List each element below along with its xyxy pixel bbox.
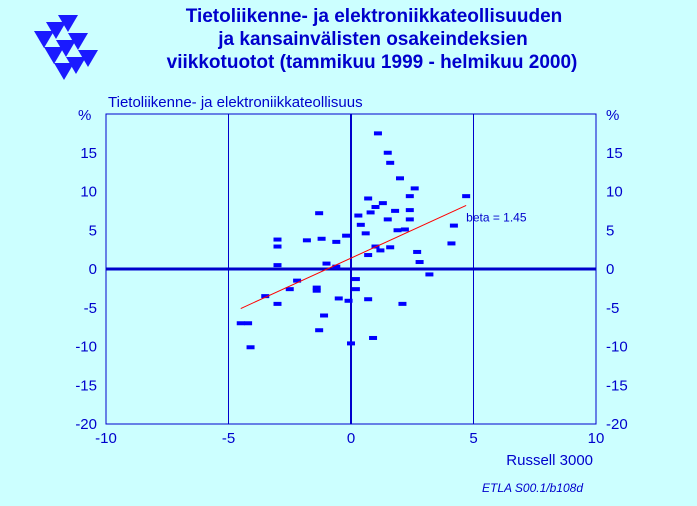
data-point [293, 278, 302, 283]
data-point [391, 208, 400, 213]
data-point [351, 287, 360, 292]
data-point [398, 301, 407, 306]
data-point [273, 263, 282, 268]
data-point [383, 150, 392, 155]
data-point [347, 341, 355, 346]
data-point [342, 233, 351, 238]
x-tick-label: -10 [95, 430, 117, 447]
data-point [462, 194, 471, 199]
data-point [425, 272, 434, 277]
y-tick-labels-left: 15 10 5 0 -5 -10 -15 -20 [75, 145, 97, 433]
y-tick-label: 5 [606, 222, 614, 239]
data-point [273, 244, 282, 249]
data-point [317, 236, 326, 241]
x-tick-label: 5 [469, 430, 477, 447]
data-point [413, 249, 422, 254]
x-tick-label: 10 [588, 430, 605, 447]
data-point [236, 321, 245, 326]
regression-line [240, 204, 467, 309]
data-point [366, 210, 375, 215]
data-point [285, 287, 294, 292]
y-axis-title: Tietoliikenne- ja elektroniikkateollisuu… [108, 94, 363, 111]
data-point [447, 241, 456, 246]
data-point [320, 313, 329, 318]
x-tick-label: 0 [347, 430, 355, 447]
data-point [383, 217, 392, 222]
data-point [332, 239, 341, 244]
data-point [410, 186, 419, 191]
data-point [405, 194, 414, 199]
y-tick-label: 10 [80, 184, 97, 201]
data-point [386, 245, 395, 250]
source-note: ETLA S00.1/b108d [482, 481, 583, 495]
y-tick-label: -15 [75, 377, 97, 394]
data-point [351, 277, 360, 282]
y-unit-right: % [606, 107, 619, 124]
gridlines [105, 114, 597, 424]
data-point [373, 131, 382, 136]
data-point [246, 345, 255, 350]
data-point [371, 205, 380, 209]
chart-title-line-2: ja kansainvälisten osakeindeksien [217, 29, 527, 50]
y-tick-label: 0 [89, 261, 97, 278]
logo [34, 15, 98, 80]
data-point [273, 237, 282, 242]
y-tick-labels-right: 15 10 5 0 -5 -10 -15 -20 [606, 145, 628, 433]
y-tick-label: 15 [606, 145, 623, 162]
data-point [261, 294, 270, 299]
data-point [364, 297, 373, 302]
data-point [378, 201, 387, 206]
data-point [449, 223, 458, 228]
data-point [354, 213, 363, 218]
y-tick-label: -10 [75, 339, 97, 356]
data-point [364, 196, 373, 201]
data-point [364, 253, 373, 258]
data-point [361, 231, 370, 236]
y-tick-label: 15 [80, 145, 97, 162]
data-point [415, 260, 424, 265]
y-tick-label: -20 [606, 416, 628, 433]
chart-title-line-3: viikkotuotot (tammikuu 1999 - helmikuu 2… [167, 52, 578, 73]
data-point [334, 296, 343, 301]
data-point [302, 238, 311, 243]
y-tick-label: -15 [606, 377, 628, 394]
chart-title-line-1: Tietoliikenne- ja elektroniikkateollisuu… [186, 6, 563, 27]
data-point [312, 285, 321, 290]
y-tick-label: 5 [89, 222, 97, 239]
x-axis-title: Russell 3000 [506, 452, 593, 469]
data-point [369, 335, 378, 340]
y-tick-label: -10 [606, 339, 628, 356]
regression-label: beta = 1.45 [466, 210, 527, 224]
data-point [393, 228, 402, 233]
data-point [244, 321, 253, 326]
data-point [322, 261, 331, 266]
y-tick-label: 0 [606, 261, 614, 278]
data-point [312, 288, 321, 293]
x-tick-labels: -10 -5 0 5 10 [95, 430, 604, 447]
data-point [405, 208, 414, 213]
data-points [236, 131, 471, 350]
data-point [332, 264, 341, 269]
y-unit-left: % [78, 107, 91, 124]
data-point [405, 217, 414, 222]
y-tick-label: 10 [606, 184, 623, 201]
y-tick-label: -20 [75, 416, 97, 433]
data-point [273, 301, 282, 306]
y-tick-label: -5 [84, 300, 97, 317]
x-tick-label: -5 [222, 430, 235, 447]
data-point [356, 222, 365, 227]
data-point [344, 298, 353, 303]
data-point [386, 160, 395, 165]
data-point [400, 227, 409, 232]
data-point [396, 176, 404, 181]
data-point [315, 211, 324, 216]
data-point [315, 328, 324, 333]
y-tick-label: -5 [606, 300, 619, 317]
data-point [376, 248, 385, 253]
